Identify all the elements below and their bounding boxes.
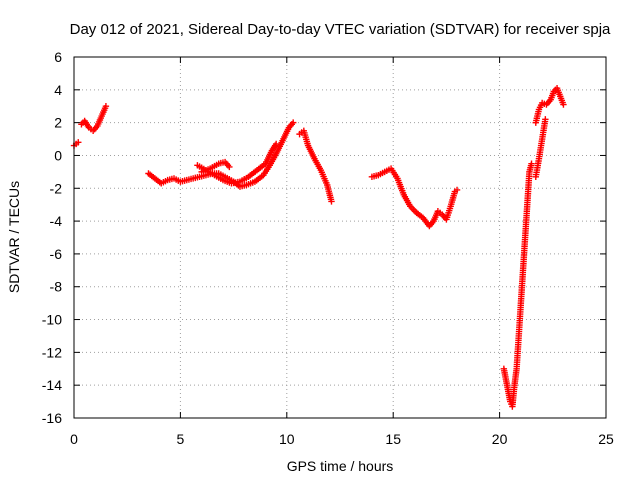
x-tick-label: 5: [177, 431, 185, 447]
data-point: [75, 139, 82, 146]
data-series-segment: [500, 160, 535, 410]
y-tick-label: -8: [50, 279, 63, 295]
x-tick-label: 15: [385, 431, 401, 447]
chart-title: Day 012 of 2021, Sidereal Day-to-day VTE…: [70, 21, 611, 38]
data-series-segment: [78, 103, 110, 135]
tick-labels: 0 5 10 15 20 25 -16 -14 -12 -10 -8 -6 -4 -2 0 2 4 6: [42, 49, 614, 447]
data-series-segment: [198, 158, 233, 176]
data-series-segment: [194, 140, 280, 187]
data-point: [226, 163, 233, 171]
data-point: [560, 101, 567, 108]
data-series-segment: [296, 127, 335, 205]
y-tick-label: -4: [50, 213, 63, 229]
y-tick-label: -16: [42, 410, 62, 426]
data-series-segment: [70, 139, 82, 149]
x-tick-label: 25: [598, 431, 614, 447]
data-point: [272, 140, 280, 148]
data-point: [102, 103, 110, 110]
data-point: [528, 160, 535, 167]
data-point: [453, 186, 461, 194]
data-series-segment: [532, 116, 549, 180]
y-tick-label: 4: [54, 82, 62, 98]
grid: [73, 56, 607, 419]
data-point: [542, 116, 549, 123]
plot-frame: [73, 56, 607, 419]
data-point: [328, 198, 335, 205]
y-tick-label: -2: [50, 180, 63, 196]
data-point: [289, 119, 297, 126]
y-axis-label: SDTVAR / TECUs: [6, 181, 22, 293]
x-tick-label: 10: [279, 431, 295, 447]
x-tick-label: 20: [492, 431, 508, 447]
x-axis-label: GPS time / hours: [287, 458, 394, 474]
y-tick-label: -14: [42, 377, 62, 393]
y-tick-label: -6: [50, 246, 63, 262]
data-points: [70, 84, 567, 410]
x-tick-label: 0: [70, 431, 78, 447]
y-tick-label: -10: [42, 312, 62, 328]
y-tick-label: 6: [54, 49, 62, 65]
y-tick-label: 0: [54, 147, 62, 163]
data-series-segment: [368, 165, 461, 230]
data-series-segment: [532, 84, 567, 126]
y-tick-label: 2: [54, 115, 62, 131]
y-tick-label: -12: [42, 344, 62, 360]
